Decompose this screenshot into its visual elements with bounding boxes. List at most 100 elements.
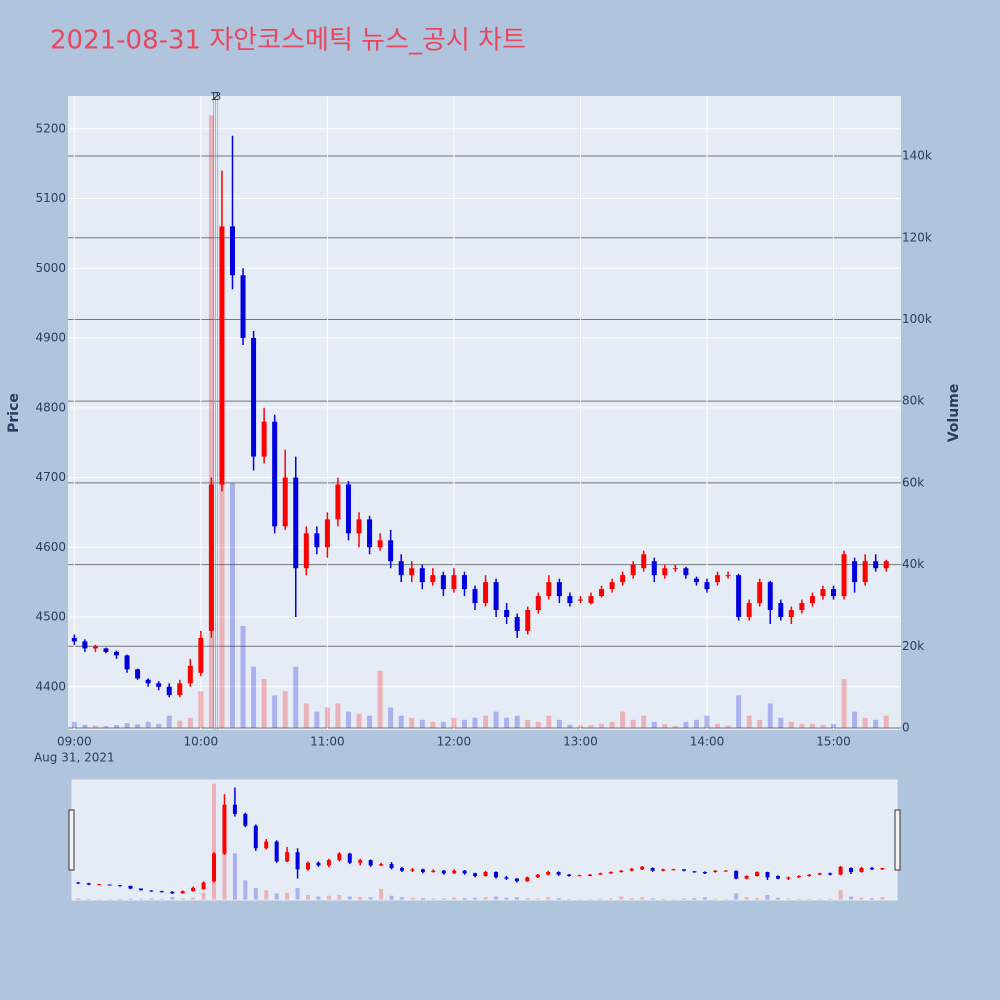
candle-body [293, 477, 299, 569]
volume-bar [483, 715, 489, 728]
candle-body [736, 575, 742, 618]
volume-bar [138, 898, 143, 900]
candle-body [430, 575, 436, 583]
volume-bar [462, 898, 467, 900]
range-handle[interactable] [68, 809, 75, 871]
candle-body [219, 226, 225, 485]
range-slider[interactable] [71, 779, 898, 901]
candle-body [799, 603, 805, 611]
plot-area [68, 96, 901, 730]
volume-bar [567, 724, 573, 728]
candle-body [118, 885, 123, 887]
candle-body [493, 872, 498, 878]
candle-body [264, 841, 269, 849]
candle-body [180, 891, 185, 894]
volume-bar [504, 897, 509, 900]
volume-bar [504, 717, 510, 728]
volume-bar [651, 721, 657, 728]
candle-body [693, 578, 699, 583]
candle-body [335, 484, 341, 520]
volume-bar [461, 719, 467, 728]
y-axis-title: Price [6, 393, 22, 433]
candle-body [358, 860, 363, 863]
volume-bar [535, 721, 541, 728]
x-tick-label: 11:00 [310, 735, 345, 749]
volume-bar [177, 720, 183, 728]
volume-bar [159, 898, 164, 900]
candle-body [651, 561, 657, 576]
candle-body [198, 637, 204, 673]
volume-bar [483, 897, 488, 900]
volume-bar [567, 899, 572, 900]
volume-bar [212, 783, 217, 900]
candle-body [128, 885, 133, 889]
y-tick-label: 4400 [35, 679, 66, 693]
candle-body [440, 575, 446, 590]
range-handle[interactable] [894, 809, 901, 871]
candle-body [841, 554, 847, 597]
volume-bar [451, 717, 457, 728]
volume-bar [473, 897, 478, 900]
volume-bar [650, 898, 655, 900]
volume-bar [272, 695, 278, 728]
volume-bar [734, 893, 739, 900]
candle-body [662, 568, 668, 576]
candle-body [462, 870, 467, 874]
candle-body [629, 868, 634, 871]
candle-body [253, 825, 258, 849]
candle-body [692, 871, 697, 873]
volume-bar [377, 670, 383, 728]
volume-bar [598, 898, 603, 900]
volume-bar [71, 721, 77, 728]
candle-body [156, 683, 162, 687]
candle-body [820, 589, 826, 597]
candle-body [873, 561, 879, 569]
volume-bar [229, 482, 235, 728]
candle-body [546, 872, 551, 875]
y2-tick-label: 60k [902, 475, 924, 489]
volume-bar [672, 725, 678, 728]
volume-bar [778, 717, 784, 728]
candle-body [243, 813, 248, 826]
candle-body [786, 877, 791, 879]
candle-body [755, 872, 760, 876]
candle-body [149, 890, 154, 892]
volume-bar [817, 899, 822, 900]
volume-bar [92, 725, 98, 728]
candle-body [880, 868, 885, 870]
volume-bar [746, 715, 752, 728]
volume-bar [525, 898, 530, 900]
volume-bar [324, 707, 330, 728]
volume-bar [198, 691, 204, 728]
volume-bar [314, 711, 320, 728]
volume-bar [599, 723, 605, 728]
volume-bar [629, 898, 634, 900]
y-tick-label: 5200 [35, 121, 66, 135]
candle-body [191, 887, 196, 892]
candle-body [389, 864, 394, 869]
candle-body [672, 568, 678, 570]
volume-bar [493, 896, 498, 900]
candle-body [525, 610, 531, 631]
candle-body [303, 533, 309, 569]
candle-body [757, 582, 763, 604]
volume-bar [398, 715, 404, 728]
x-tick-label: 14:00 [690, 735, 725, 749]
volume-bar [869, 898, 874, 900]
candle-body [82, 641, 88, 649]
volume-bar [306, 894, 311, 900]
y-tick-label: 4700 [35, 470, 66, 484]
candle-body [97, 884, 102, 886]
volume-bar [135, 724, 141, 728]
candle-body [704, 582, 710, 590]
candle-body [535, 596, 541, 611]
volume-bar [208, 115, 214, 728]
candle-body [775, 875, 780, 879]
volume-bar [345, 711, 351, 728]
candle-body [398, 561, 404, 576]
volume-bar [704, 715, 710, 728]
candle-body [831, 589, 837, 597]
volume-bar [514, 715, 520, 728]
candle-body [201, 882, 206, 890]
candle-body [461, 575, 467, 590]
